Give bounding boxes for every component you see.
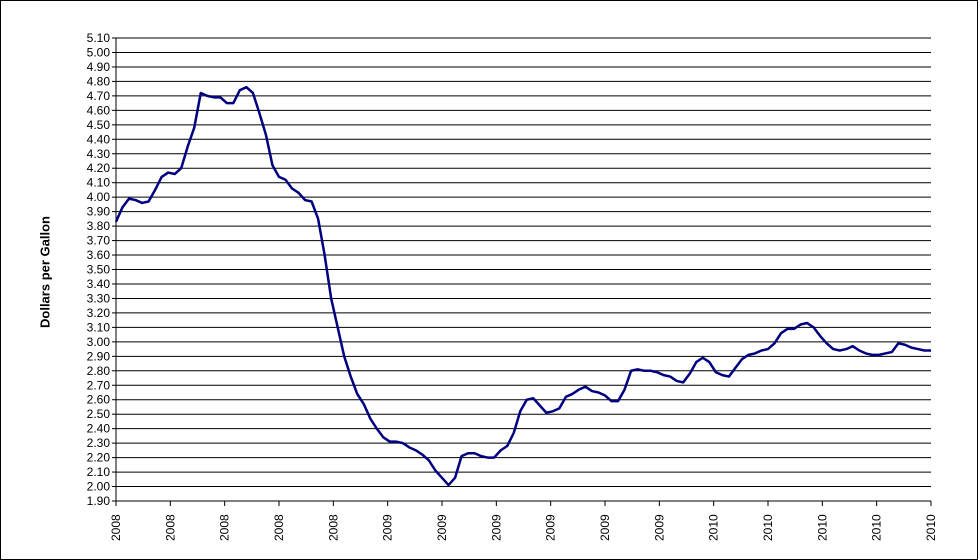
y-tick-label: 3.90 [87, 205, 111, 219]
y-tick-label: 1.90 [87, 494, 111, 508]
y-tick-label: 3.40 [87, 277, 111, 291]
y-tick-label: 3.20 [87, 306, 111, 320]
y-tick-label: 4.20 [87, 161, 111, 175]
x-tick-label: 2009 [489, 514, 503, 541]
x-tick-label: 2008 [326, 514, 340, 541]
y-tick-label: 2.90 [87, 349, 111, 363]
x-tick-label: 2010 [924, 514, 938, 541]
x-tick-label: 2010 [815, 514, 829, 541]
x-tick-label: 2010 [761, 514, 775, 541]
series-line-0 [114, 85, 931, 487]
x-tick-label: 2009 [598, 514, 612, 541]
series-layer [114, 85, 931, 487]
y-tick-label: 4.90 [87, 60, 111, 74]
y-tick-label: 2.60 [87, 393, 111, 407]
y-axis-ticks: 1.902.002.102.202.302.402.502.602.702.80… [87, 31, 116, 508]
y-tick-label: 2.00 [87, 480, 111, 494]
x-tick-label: 2009 [435, 514, 449, 541]
y-tick-label: 5.00 [87, 45, 111, 59]
y-tick-label: 4.50 [87, 118, 111, 132]
gridlines [116, 37, 931, 488]
y-tick-label: 4.60 [87, 103, 111, 117]
y-tick-label: 3.00 [87, 335, 111, 349]
y-tick-label: 2.50 [87, 407, 111, 421]
x-tick-label: 2008 [163, 514, 177, 541]
x-tick-label: 2008 [218, 514, 232, 541]
x-tick-label: 2008 [109, 514, 123, 541]
y-tick-label: 2.70 [87, 378, 111, 392]
y-tick-label: 2.80 [87, 364, 111, 378]
y-tick-label: 4.70 [87, 89, 111, 103]
y-tick-label: 4.40 [87, 132, 111, 146]
x-tick-label: 2008 [272, 514, 286, 541]
y-tick-label: 3.70 [87, 234, 111, 248]
y-tick-label: 3.10 [87, 320, 111, 334]
y-tick-label: 3.60 [87, 248, 111, 262]
y-tick-label: 2.40 [87, 422, 111, 436]
y-tick-label: 4.80 [87, 74, 111, 88]
x-tick-label: 2010 [707, 514, 721, 541]
y-tick-label: 4.30 [87, 147, 111, 161]
y-tick-label: 2.30 [87, 436, 111, 450]
y-tick-label: 2.20 [87, 451, 111, 465]
x-axis-ticks: 2008 2008 2008 2008 2008 2009 2009 2009 2009 2009… [109, 501, 938, 541]
x-tick-label: 2009 [544, 514, 558, 541]
x-tick-label: 2010 [870, 514, 884, 541]
y-tick-label: 4.10 [87, 176, 111, 190]
x-tick-label: 2009 [381, 514, 395, 541]
y-axis-label: Dollars per Gallon [37, 216, 53, 328]
x-tick-label: 2009 [652, 514, 666, 541]
y-tick-label: 3.30 [87, 291, 111, 305]
y-tick-label: 3.50 [87, 263, 111, 277]
y-tick-label: 5.10 [87, 31, 111, 45]
y-tick-label: 2.10 [87, 465, 111, 479]
y-tick-label: 4.00 [87, 190, 111, 204]
y-tick-label: 3.80 [87, 219, 111, 233]
